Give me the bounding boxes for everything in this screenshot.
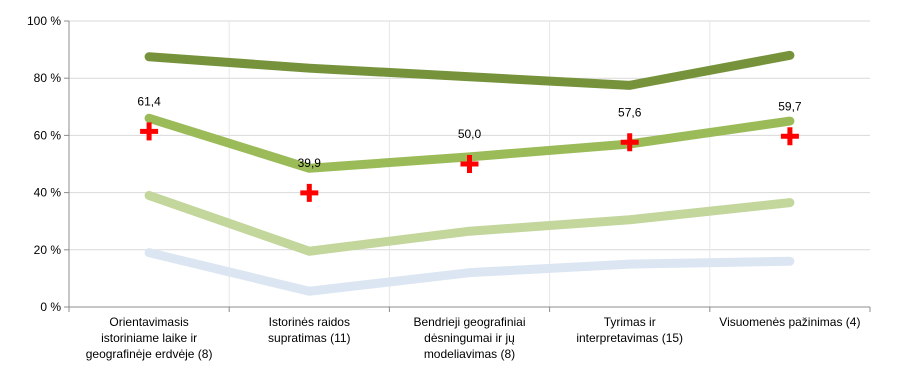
data-label: 59,7 xyxy=(778,99,802,113)
data-label: 61,4 xyxy=(137,94,161,108)
series-line-2 xyxy=(144,190,795,256)
cross-marker xyxy=(300,183,319,202)
data-markers xyxy=(140,122,799,202)
series-line-0 xyxy=(144,50,795,90)
x-category-label: Istorinės raidos supratimas (11) xyxy=(268,315,350,345)
cross-marker xyxy=(460,155,479,173)
y-tick-label: 0 % xyxy=(40,300,61,314)
y-tick-label: 60 % xyxy=(34,128,62,142)
data-label: 50,0 xyxy=(458,127,482,141)
axes xyxy=(64,20,871,312)
data-label: 57,6 xyxy=(618,105,642,119)
x-category-label: Orientavimasis istoriniame laike ir geogra… xyxy=(86,315,213,361)
x-category-label: Visuomenės pažinimas (4) xyxy=(719,315,860,329)
x-category-label: Tyrimas ir interpretavimas (15) xyxy=(576,315,683,345)
y-tick-label: 100 % xyxy=(27,14,61,28)
y-tick-label: 40 % xyxy=(34,186,62,200)
series-lines xyxy=(144,50,795,296)
cross-marker xyxy=(780,127,799,146)
y-tick-label: 20 % xyxy=(34,243,62,257)
cross-marker xyxy=(140,122,159,141)
x-category-label: Bendrieji geografiniai dėsningumai ir jų m… xyxy=(413,315,525,361)
labels: 0 % 20 % 40 % 60 % 80 % 100 % Orientavimasis is… xyxy=(27,14,861,361)
data-label: 39,9 xyxy=(298,156,322,170)
y-tick-label: 80 % xyxy=(34,71,62,85)
cross-marker xyxy=(620,133,639,152)
series-line-3 xyxy=(144,248,795,296)
